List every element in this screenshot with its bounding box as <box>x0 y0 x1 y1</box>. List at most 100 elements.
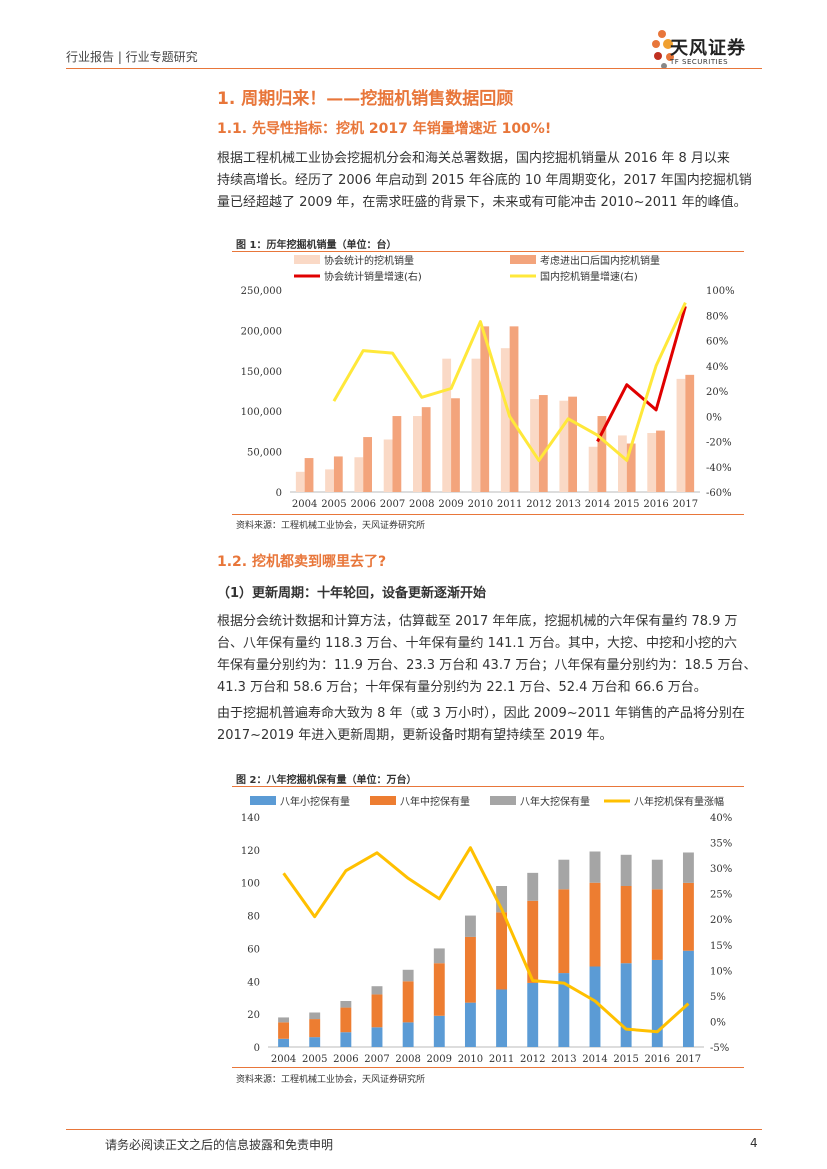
x-tick-label: 2011 <box>497 499 522 510</box>
tf-logo-icon <box>652 30 674 69</box>
bar <box>558 859 570 890</box>
y-tick-label-left: 40 <box>247 977 260 988</box>
bar <box>597 416 607 492</box>
section-1-2-paragraph-1: 根据分会统计数据和计算方法，估算截至 2017 年年底，挖掘机械的六年保有量约 … <box>217 611 763 699</box>
x-tick-label: 2005 <box>321 499 346 510</box>
bar <box>651 859 663 890</box>
bar <box>371 994 383 1028</box>
x-tick-label: 2013 <box>551 1054 576 1065</box>
x-tick-label: 2009 <box>438 499 463 510</box>
x-tick-label: 2011 <box>489 1054 514 1065</box>
section-1-2-paragraph-2: 由于挖掘机普遍寿命大致为 8 年（或 3 万小时），因此 2009~2011 年… <box>217 703 763 747</box>
x-tick-label: 2016 <box>645 1054 670 1065</box>
subheading-update-cycle: （1）更新周期：十年轮回，设备更新逐渐开始 <box>217 586 487 601</box>
bar <box>589 851 601 883</box>
bar <box>568 396 577 492</box>
x-tick-label: 2006 <box>350 499 375 510</box>
bar <box>496 989 508 1047</box>
legend-label: 八年挖机保有量涨幅 <box>634 795 724 808</box>
bar <box>278 1022 290 1039</box>
figure-2-source: 资料来源：工程机械工业协会，天风证券研究所 <box>236 1075 426 1085</box>
bar <box>402 1022 414 1047</box>
y-tick-label-left: 150,000 <box>241 367 282 378</box>
bar <box>402 969 414 982</box>
bar <box>413 416 422 492</box>
y-tick-label-left: 80 <box>247 912 260 923</box>
bar <box>509 326 519 492</box>
figure-2-frame: 八年小挖保有量 八年中挖保有量 八年大挖保有量 八年挖机保有量涨幅 140 120 100 8… <box>232 786 744 1068</box>
page-number: 4 <box>750 1136 758 1150</box>
y-tick-label-right: 100% <box>706 286 735 297</box>
bar <box>451 398 460 492</box>
x-tick-label: 2015 <box>613 1054 638 1065</box>
bar <box>421 407 431 492</box>
series-line <box>332 301 687 462</box>
y-tick-label-left: 200,000 <box>241 326 282 337</box>
y-tick-label-left: 100 <box>241 879 260 890</box>
bar <box>309 1012 321 1020</box>
bar <box>402 981 414 1023</box>
x-tick-label: 2012 <box>526 499 551 510</box>
bar <box>527 900 539 983</box>
x-tick-label: 2015 <box>614 499 639 510</box>
legend-label: 协会统计销量增速(右) <box>324 270 422 283</box>
bar <box>530 399 539 492</box>
y-tick-label-left: 100,000 <box>241 407 282 418</box>
bar <box>682 852 694 883</box>
legend-label: 八年中挖保有量 <box>400 795 470 808</box>
bar <box>309 1037 321 1047</box>
y-tick-label-right: 15% <box>710 941 732 952</box>
bar <box>685 374 695 492</box>
bar <box>295 471 305 492</box>
y-tick-label-left: 120 <box>241 846 260 857</box>
bar <box>588 446 598 492</box>
bar <box>392 416 402 492</box>
bar <box>651 959 663 1047</box>
y-tick-label-right: 30% <box>710 864 732 875</box>
bar <box>433 1015 445 1047</box>
bar <box>480 326 490 492</box>
bar <box>620 854 632 886</box>
bar <box>538 395 548 492</box>
y-tick-label-left: 140 <box>241 813 260 824</box>
x-tick-label: 2004 <box>292 499 317 510</box>
legend-swatch <box>490 796 516 805</box>
header-divider <box>66 68 762 69</box>
paragraph-line: 年保有量分别约为：11.9 万台、23.3 万台和 43.7 万台；八年保有量分… <box>217 658 757 673</box>
header-breadcrumb: 行业报告 | 行业专题研究 <box>66 50 198 64</box>
y-tick-label-left: 0 <box>254 1043 260 1054</box>
paragraph-line: 2017~2019 年进入更新周期，更新设备时期有望持续至 2019 年。 <box>217 728 613 743</box>
bar <box>371 986 383 995</box>
paragraph-line: 由于挖掘机普遍寿命大致为 8 年（或 3 万小时），因此 2009~2011 年… <box>217 706 745 721</box>
x-tick-label: 2008 <box>395 1054 420 1065</box>
figure-2-chart: 八年小挖保有量 八年中挖保有量 八年大挖保有量 八年挖机保有量涨幅 140 120 100 8… <box>241 795 732 1065</box>
y-tick-label-right: 40% <box>710 813 732 824</box>
bar <box>527 982 539 1047</box>
y-tick-label-right: 20% <box>710 915 732 926</box>
x-tick-label: 2009 <box>427 1054 452 1065</box>
bar <box>442 358 452 492</box>
series-line <box>282 846 690 1034</box>
x-tick-label: 2014 <box>582 1054 607 1065</box>
legend-label: 协会统计的挖机销量 <box>324 254 414 267</box>
paragraph-line: 台、八年保有量约 118.3 万台、十年保有量约 141.1 万台。其中，大挖、… <box>217 636 737 651</box>
paragraph-line: 量已经超越了 2009 年，在需求旺盛的背景下，未来或有可能冲击 2010~20… <box>217 195 747 210</box>
y-tick-label-right: 60% <box>706 337 728 348</box>
bar <box>371 1027 383 1047</box>
bar <box>496 912 508 990</box>
y-tick-label-right: 5% <box>710 992 726 1003</box>
x-tick-label: 2010 <box>468 499 493 510</box>
x-tick-label: 2017 <box>676 1054 701 1065</box>
bar <box>325 469 334 492</box>
y-tick-label-right: 80% <box>706 311 728 322</box>
y-tick-label-right: 25% <box>710 890 732 901</box>
bar <box>496 886 508 913</box>
y-tick-label-right: 20% <box>706 387 728 398</box>
x-tick-label: 2017 <box>673 499 698 510</box>
section-1-1-paragraph: 根据工程机械工业协会挖掘机分会和海关总署数据，国内挖掘机销量从 2016 年 8… <box>217 148 763 214</box>
bar <box>464 936 476 1003</box>
bar <box>647 433 657 492</box>
bar <box>433 948 445 964</box>
legend-swatch <box>294 255 320 264</box>
